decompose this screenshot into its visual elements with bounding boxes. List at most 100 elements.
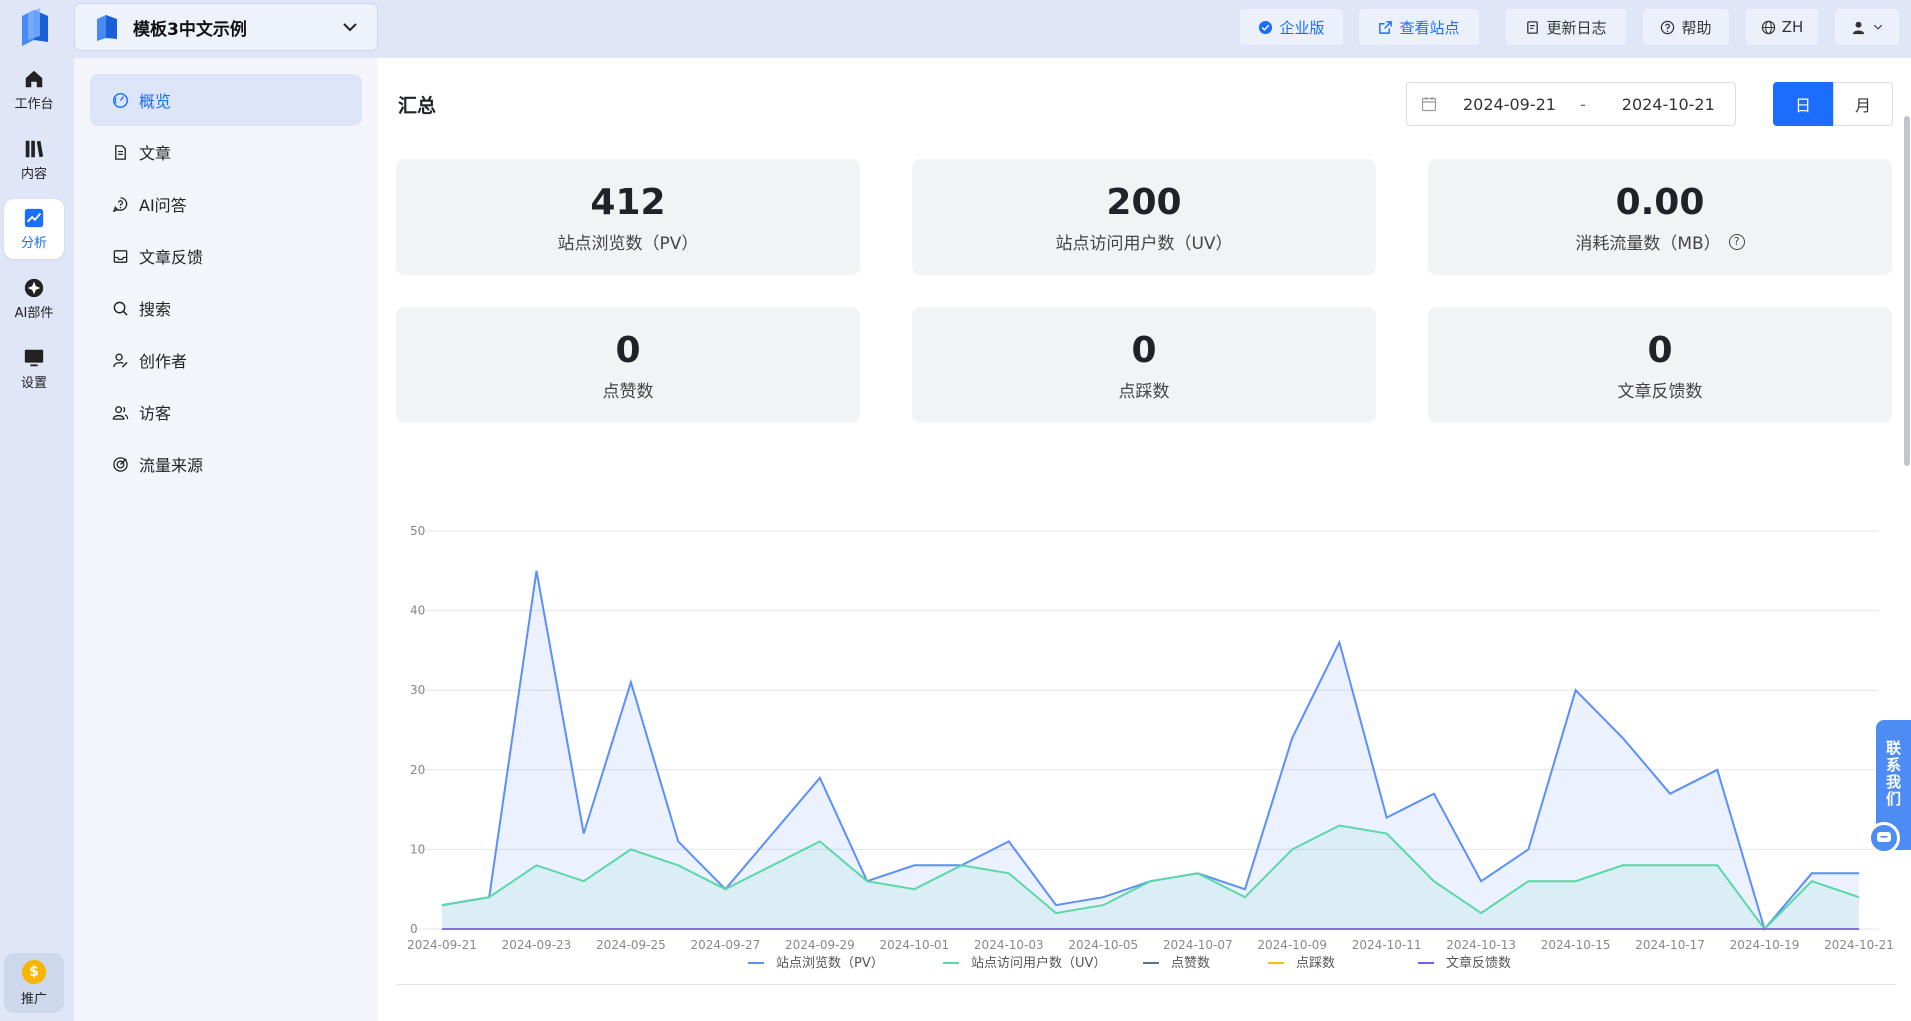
y-tick-label: 50 xyxy=(410,524,425,538)
legend-label: 站点浏览数（PV） xyxy=(776,955,884,971)
subnav-item-label: 文章反馈 xyxy=(139,248,204,267)
rail-item-label: 工作台 xyxy=(14,97,54,112)
scrollbar[interactable] xyxy=(1904,116,1910,466)
help-button[interactable]: 帮助 xyxy=(1643,9,1729,45)
app-logo[interactable] xyxy=(18,6,52,46)
stat-value: 0 xyxy=(1647,330,1673,371)
changelog-label: 更新日志 xyxy=(1546,18,1607,37)
rail-item-workbench[interactable]: 工作台 xyxy=(4,60,64,120)
rail-item-settings[interactable]: 设置 xyxy=(4,339,64,399)
x-tick-label: 2024-09-27 xyxy=(691,938,761,952)
icon-rail: 工作台 内容 分析 AI部件 设置 $ 推广 xyxy=(0,0,74,1021)
subnav-item-feedback[interactable]: 文章反馈 xyxy=(90,230,362,282)
stat-card-feedback: 0 文章反馈数 xyxy=(1428,307,1892,423)
stat-value: 0 xyxy=(1131,330,1157,371)
rail-item-label: AI部件 xyxy=(14,306,54,321)
site-title: 模板3中文示例 xyxy=(133,19,247,40)
books-icon xyxy=(25,140,44,158)
monitor-icon xyxy=(24,349,44,367)
series-line-1 xyxy=(441,824,1860,931)
coin-icon: $ xyxy=(22,959,46,984)
subnav-item-label: 文章 xyxy=(139,144,172,163)
subnav-item-articles[interactable]: 文章 xyxy=(90,126,362,178)
gauge-icon xyxy=(112,92,129,108)
enterprise-button[interactable]: 企业版 xyxy=(1240,9,1343,45)
rail-item-label: 推广 xyxy=(20,991,47,1007)
subnav-item-label: 访客 xyxy=(139,404,172,423)
chart-icon xyxy=(24,208,44,228)
stat-label: 点赞数 xyxy=(602,382,654,402)
subnav-item-creators[interactable]: 创作者 xyxy=(90,334,362,386)
analytics-subnav: 概览 文章 AI问答 文章反馈 搜索 创作者 访客 流量来源 xyxy=(74,58,378,1021)
site-selector[interactable]: 模板3中文示例 xyxy=(74,3,378,51)
legend-label: 点赞数 xyxy=(1171,956,1210,971)
rail-item-analytics[interactable]: 分析 xyxy=(4,199,64,259)
stat-card-pv: 412 站点浏览数（PV） xyxy=(396,159,860,275)
subnav-item-label: AI问答 xyxy=(139,196,187,215)
rail-item-label: 分析 xyxy=(20,236,47,251)
calendar-icon xyxy=(1421,97,1437,112)
y-tick-label: 0 xyxy=(410,922,418,936)
series-area-1 xyxy=(442,825,1859,929)
ai-question-icon xyxy=(112,196,128,212)
subnav-item-ai-qa[interactable]: AI问答 xyxy=(90,178,362,230)
verified-icon xyxy=(1259,20,1273,34)
x-tick-label: 2024-09-25 xyxy=(596,938,666,952)
granularity-day-button[interactable]: 日 xyxy=(1773,82,1833,126)
creator-icon xyxy=(113,353,128,368)
y-tick-label: 20 xyxy=(410,763,425,777)
changelog-button[interactable]: 更新日志 xyxy=(1506,9,1626,45)
stat-value: 0 xyxy=(615,330,641,371)
traffic-source-icon xyxy=(113,456,128,472)
rail-item-label: 内容 xyxy=(20,167,47,182)
view-site-button[interactable]: 查看站点 xyxy=(1359,9,1479,45)
help-icon[interactable]: ? xyxy=(1728,233,1745,250)
stat-label: 站点浏览数（PV） xyxy=(557,234,699,254)
user-menu-button[interactable] xyxy=(1835,9,1899,45)
stat-card-uv: 200 站点访问用户数（UV） xyxy=(912,159,1376,275)
date-start[interactable]: 2024-09-21 xyxy=(1463,94,1556,114)
subnav-item-label: 创作者 xyxy=(139,352,188,371)
date-range-picker[interactable]: 2024-09-21 - 2024-10-21 xyxy=(1406,82,1736,126)
x-tick-label: 2024-10-09 xyxy=(1257,938,1327,952)
legend-label: 站点访问用户数（UV） xyxy=(971,955,1106,971)
help-label: 帮助 xyxy=(1681,18,1712,37)
subnav-item-traffic-source[interactable]: 流量来源 xyxy=(90,438,362,490)
x-tick-label: 2024-10-01 xyxy=(879,938,949,952)
language-button[interactable]: ZH xyxy=(1746,9,1818,45)
stat-card-likes: 0 点赞数 xyxy=(396,307,860,423)
stat-label: 消耗流量数（MB） xyxy=(1575,234,1721,254)
user-icon xyxy=(1852,21,1864,34)
chevron-down-icon xyxy=(1873,24,1882,30)
subnav-item-visitors[interactable]: 访客 xyxy=(90,386,362,438)
x-tick-label: 2024-10-17 xyxy=(1635,938,1705,952)
x-tick-label: 2024-10-05 xyxy=(1068,938,1138,952)
chevron-down-icon xyxy=(343,23,357,32)
help-circle-icon xyxy=(1661,20,1675,34)
stat-label: 文章反馈数 xyxy=(1617,382,1703,402)
x-tick-label: 2024-10-15 xyxy=(1541,938,1611,952)
stat-label: 站点访问用户数（UV） xyxy=(1055,234,1233,254)
chat-icon[interactable] xyxy=(1868,822,1900,854)
subnav-item-label: 流量来源 xyxy=(139,456,204,475)
stat-value: 0.00 xyxy=(1615,182,1705,223)
subnav-item-overview[interactable]: 概览 xyxy=(90,74,362,126)
date-end[interactable]: 2024-10-21 xyxy=(1621,94,1715,114)
rail-item-content[interactable]: 内容 xyxy=(4,130,64,190)
date-separator: - xyxy=(1579,94,1586,114)
stat-card-dislikes: 0 点踩数 xyxy=(912,307,1376,423)
enterprise-label: 企业版 xyxy=(1279,18,1325,37)
view-site-label: 查看站点 xyxy=(1399,18,1460,37)
rail-item-promote[interactable]: $ 推广 xyxy=(4,953,64,1013)
rail-item-ai-widget[interactable]: AI部件 xyxy=(4,269,64,329)
subnav-item-search[interactable]: 搜索 xyxy=(90,282,362,334)
x-tick-label: 2024-10-03 xyxy=(974,938,1044,952)
x-tick-label: 2024-10-13 xyxy=(1446,938,1516,952)
granularity-month-button[interactable]: 月 xyxy=(1833,82,1893,126)
x-tick-label: 2024-10-19 xyxy=(1730,938,1800,952)
search-icon xyxy=(113,301,128,316)
legend-label: 文章反馈数 xyxy=(1446,955,1511,971)
external-link-icon xyxy=(1379,20,1393,34)
stat-value: 200 xyxy=(1106,182,1182,223)
trend-chart: 0 10 20 30 40 50 2024-09-21 2024-09-23 2024-09-2… xyxy=(407,524,1894,971)
